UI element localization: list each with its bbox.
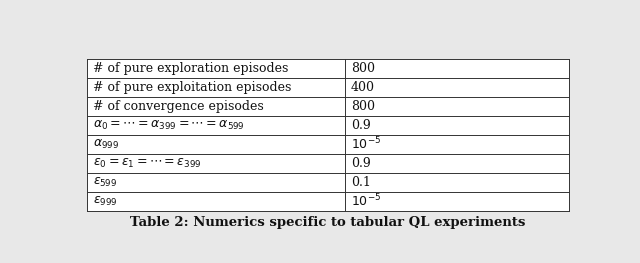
Text: Table 2: Numerics specific to tabular QL experiments: Table 2: Numerics specific to tabular QL…	[131, 216, 525, 229]
Text: # of convergence episodes: # of convergence episodes	[93, 100, 264, 113]
Text: 800: 800	[351, 100, 375, 113]
Text: $\epsilon_{999}$: $\epsilon_{999}$	[93, 195, 118, 208]
Text: 0.9: 0.9	[351, 157, 371, 170]
Text: # of pure exploration episodes: # of pure exploration episodes	[93, 62, 289, 75]
Text: 400: 400	[351, 81, 375, 94]
Text: $\epsilon_{599}$: $\epsilon_{599}$	[93, 176, 118, 189]
Text: $\epsilon_0 = \epsilon_1 = \cdots = \epsilon_{399}$: $\epsilon_0 = \epsilon_1 = \cdots = \eps…	[93, 157, 202, 170]
Text: $\alpha_{999}$: $\alpha_{999}$	[93, 138, 120, 151]
Text: $10^{-5}$: $10^{-5}$	[351, 136, 381, 153]
Text: 800: 800	[351, 62, 375, 75]
Bar	[88, 59, 568, 211]
Text: 0.1: 0.1	[351, 176, 371, 189]
Text: $10^{-5}$: $10^{-5}$	[351, 193, 381, 210]
Text: 0.9: 0.9	[351, 119, 371, 132]
Text: # of pure exploitation episodes: # of pure exploitation episodes	[93, 81, 292, 94]
Text: $\alpha_0 = \cdots = \alpha_{399} = \cdots = \alpha_{599}$: $\alpha_0 = \cdots = \alpha_{399} = \cdo…	[93, 119, 245, 132]
